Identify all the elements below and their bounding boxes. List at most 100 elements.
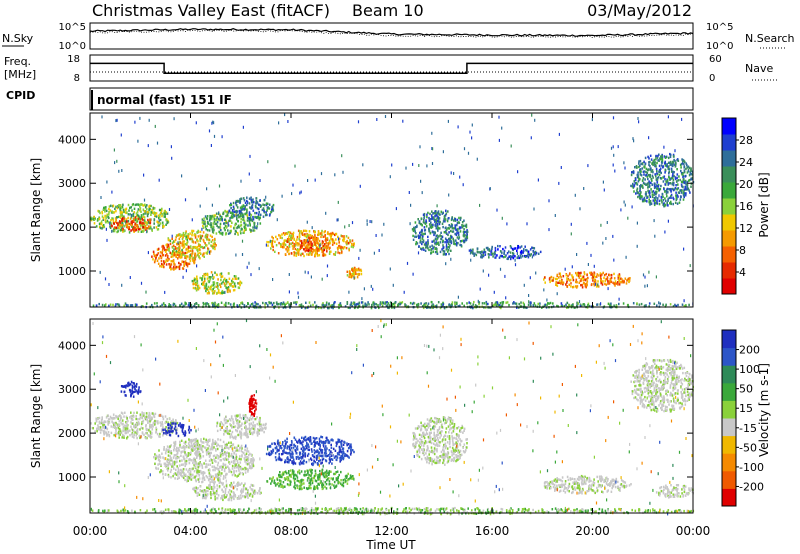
cell [202,226,205,229]
cell [465,239,467,242]
scatter-cell [348,224,350,227]
cell [283,233,286,236]
cell [669,182,672,185]
scatter-cell [624,203,626,207]
cell [442,244,444,247]
cell [237,277,240,280]
cell [669,202,671,205]
cell [445,228,448,231]
cell [149,414,151,418]
cell [220,282,223,285]
cell [593,284,596,287]
cell [680,180,683,183]
cell [103,430,106,433]
cell [137,214,140,218]
cell [233,207,235,210]
cell [457,305,460,308]
cell [321,250,323,254]
cell [165,219,168,222]
noise-left-label: N.Sky [2,32,34,45]
cell [361,301,364,304]
cell [125,384,128,387]
cell [195,302,197,305]
cell [176,247,178,250]
cell [168,263,170,266]
cell [115,414,117,418]
scatter-cell [570,222,572,226]
cell [207,222,210,225]
cell [485,300,488,304]
cell [176,243,178,246]
cell [442,250,445,253]
cell [331,238,334,241]
scatter-cell [418,164,420,167]
cell [655,178,658,182]
cell [116,303,119,306]
scatter-cell [523,283,525,287]
cell [445,231,447,234]
cell [181,233,183,237]
cell [127,304,129,307]
cell [177,434,180,438]
cell [502,247,504,251]
cell [147,414,150,417]
cell [231,216,233,219]
cell [686,171,689,174]
cell [161,430,163,433]
cell [503,252,505,255]
colorbar-tick-label: 16 [739,200,753,213]
cell [102,218,105,221]
cell [445,238,448,242]
cell [141,411,143,414]
cell [203,287,206,290]
cell [233,275,236,278]
cell [257,215,260,219]
cell [250,229,252,232]
cell [121,206,124,209]
scatter-cell [170,145,172,149]
cell [221,275,224,278]
cell [645,170,647,174]
cell [244,460,246,463]
cell [143,216,146,219]
cell [433,212,435,215]
cell [212,215,215,219]
cell [229,204,231,207]
cell [662,303,664,306]
cell [197,454,199,457]
cell [334,233,336,237]
cell [446,240,448,244]
cell [131,422,134,425]
cell [672,163,674,166]
scatter-cell [488,273,490,277]
cell [660,199,663,202]
freq-lines [90,62,693,75]
cell [101,303,104,307]
cell [670,168,673,171]
cell [238,469,240,472]
cell [494,251,496,254]
cell [109,415,112,419]
cell [651,169,654,172]
scatter-cell [212,120,214,124]
scatter-cell [612,116,615,120]
cell [322,244,325,248]
scatter-cell [140,281,143,285]
cell [496,301,499,304]
cell [265,202,268,205]
cell [472,303,474,306]
cell [183,434,186,437]
cell [145,432,147,435]
cell [599,276,602,280]
scatter-cell [171,156,173,160]
cell [123,224,126,228]
cell [302,305,304,308]
cell [177,234,179,237]
cell [139,413,142,416]
cell [271,235,273,239]
cell [201,234,204,238]
cell [533,247,536,250]
cell [637,195,639,199]
cell [144,212,146,215]
scatter-cell [476,157,478,161]
